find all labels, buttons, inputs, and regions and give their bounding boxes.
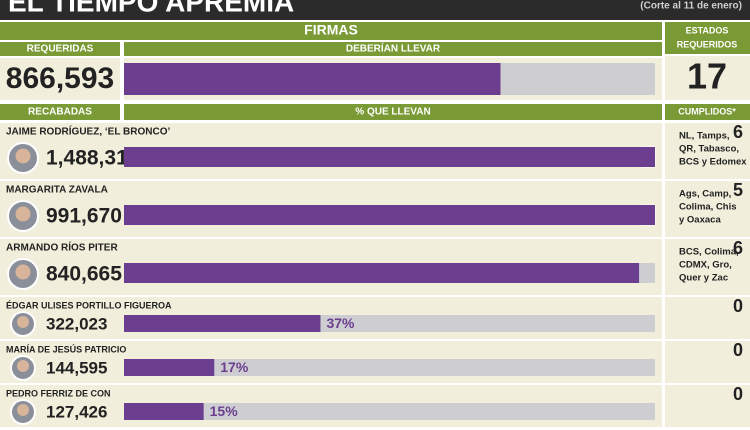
states-list: Ags, Camp, bbox=[679, 189, 731, 200]
required-label: REQUERIDAS bbox=[27, 44, 94, 55]
label-band bbox=[124, 104, 662, 120]
photo-face bbox=[15, 264, 31, 280]
row-bg bbox=[665, 123, 750, 179]
met-label: CUMPLIDOS* bbox=[678, 106, 736, 116]
value-label: 15% bbox=[210, 403, 239, 419]
states-met: 0 bbox=[733, 296, 743, 316]
values-label: % QUE LLEVAN bbox=[355, 107, 430, 118]
states-list: NL, Tamps, bbox=[679, 131, 730, 142]
chart-title: FIRMAS bbox=[304, 22, 358, 38]
states-required: 17 bbox=[687, 56, 727, 97]
signatures: 840,665 bbox=[46, 263, 122, 286]
states-header bbox=[665, 22, 750, 54]
header-band bbox=[0, 0, 750, 20]
row-bg bbox=[665, 181, 750, 237]
row-bg bbox=[665, 297, 750, 339]
photo-face bbox=[15, 148, 31, 164]
target-bar bbox=[124, 63, 501, 95]
states-box bbox=[665, 56, 750, 100]
bar bbox=[124, 263, 640, 283]
signatures: 127,426 bbox=[46, 402, 107, 421]
value-label: 37% bbox=[326, 315, 355, 331]
photo-face bbox=[17, 316, 29, 328]
photo-face bbox=[17, 360, 29, 372]
label-band bbox=[665, 104, 750, 120]
target-label: DEBERÍAN LLEVAR bbox=[346, 42, 441, 55]
candidate-name: JAIME RODRÍGUEZ, ‘EL BRONCO’ bbox=[6, 125, 170, 138]
signatures: 991,670 bbox=[46, 205, 122, 228]
states-title: ESTADOS bbox=[686, 25, 729, 35]
bar bbox=[124, 315, 321, 332]
row-bg bbox=[665, 341, 750, 383]
bar bbox=[124, 359, 215, 376]
row-bg bbox=[665, 239, 750, 295]
label-band bbox=[0, 104, 120, 120]
signatures: 322,023 bbox=[46, 314, 107, 333]
states-list: Quer y Zac bbox=[679, 273, 728, 284]
states-list: BCS, Colima, bbox=[679, 247, 739, 258]
states-list: BCS y Edomex bbox=[679, 157, 747, 168]
photo-face bbox=[17, 404, 29, 416]
candidate-name: ÉDGAR ULISES PORTILLO FIGUEROA bbox=[6, 300, 172, 310]
states-list: y Oaxaca bbox=[679, 215, 721, 226]
label-band bbox=[0, 42, 120, 56]
signatures: 144,595 bbox=[46, 358, 107, 377]
candidate-name: PEDRO FERRIZ DE CON bbox=[6, 388, 111, 398]
track bbox=[124, 403, 655, 420]
states-met: 5 bbox=[733, 180, 743, 200]
title: EL TIEMPO APREMIA bbox=[8, 0, 294, 17]
candidate-name: MARÍA DE JESÚS PATRICIO bbox=[6, 343, 126, 354]
note: (Corte al 11 de enero) bbox=[640, 1, 742, 12]
value-label: 17% bbox=[220, 359, 249, 375]
required-value: 866,593 bbox=[6, 62, 114, 95]
candidate-name: ARMANDO RÍOS PITER bbox=[6, 241, 118, 254]
bar-clip bbox=[124, 63, 655, 420]
states-met: 6 bbox=[733, 238, 743, 258]
bar bbox=[124, 205, 655, 225]
states-title: REQUERIDOS bbox=[677, 39, 738, 49]
photo-face bbox=[15, 206, 31, 222]
track bbox=[124, 359, 655, 376]
bar bbox=[124, 147, 655, 167]
candidate-name: MARGARITA ZAVALA bbox=[6, 185, 108, 196]
states-list: Colima, Chis bbox=[679, 202, 737, 213]
states-list: QR, Tabasco, bbox=[679, 144, 739, 155]
states-list: CDMX, Gro, bbox=[679, 260, 732, 271]
states-met: 0 bbox=[733, 340, 743, 360]
bar bbox=[124, 403, 204, 420]
categories-label: RECABADAS bbox=[28, 107, 92, 118]
section-band bbox=[0, 22, 662, 40]
signatures: 1,488,318 bbox=[46, 147, 140, 170]
states-met: 6 bbox=[733, 122, 743, 142]
row-bg bbox=[665, 385, 750, 427]
required-box bbox=[0, 58, 120, 100]
states-met: 0 bbox=[733, 384, 743, 404]
label-band bbox=[124, 42, 662, 56]
